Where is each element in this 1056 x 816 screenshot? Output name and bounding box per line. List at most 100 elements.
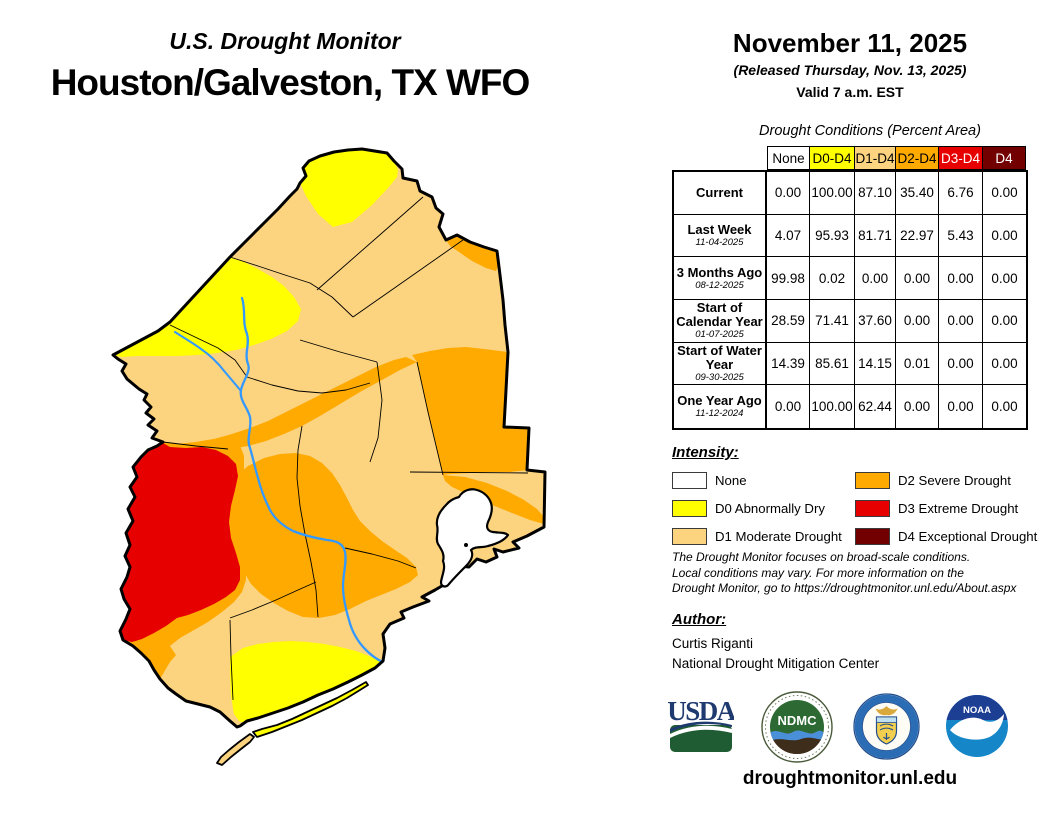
- column-header-d3d4: D3-D4: [939, 146, 983, 170]
- table-header-row: None D0-D4 D1-D4 D2-D4 D3-D4 D4: [767, 146, 1026, 170]
- legend-swatch-d1: [672, 527, 707, 545]
- table-cell: 99.98: [767, 257, 810, 300]
- disclaimer-text: The Drought Monitor focuses on broad-sca…: [672, 550, 1017, 595]
- table-cell: 14.15: [855, 342, 896, 386]
- noaa-bird: [950, 714, 1004, 740]
- table-cell: 0.00: [983, 172, 1026, 215]
- table-cell: 87.10: [855, 172, 896, 215]
- usda-logo: USDA: [668, 698, 734, 752]
- table-cell: 0.00: [983, 215, 1026, 258]
- region-title: Houston/Galveston, TX WFO: [50, 62, 531, 103]
- legend-swatch-d3: [855, 499, 890, 517]
- table-cell: 5.43: [939, 214, 983, 258]
- river-brazos: [239, 296, 385, 664]
- table-cell: 62.44: [855, 385, 896, 428]
- row-label: Last Week 11-04-2025: [674, 214, 767, 258]
- table-cell: 4.07: [767, 214, 810, 258]
- legend-swatch-d2: [855, 471, 890, 489]
- map-outline: [111, 147, 547, 729]
- table-cell: 0.00: [896, 300, 939, 343]
- table-cell: 100.00: [810, 172, 855, 215]
- galveston-island: [252, 681, 369, 738]
- legend-swatch-none: [672, 471, 707, 489]
- county-lines: [162, 196, 529, 701]
- noaa-logo: NOAA: [946, 695, 1008, 757]
- ndmc-logo: NDMC: [761, 691, 833, 763]
- d2-region-east-subband: [443, 475, 544, 524]
- column-header-d4: D4: [983, 146, 1026, 170]
- footer-url: droughtmonitor.unl.edu: [742, 768, 958, 789]
- legend-item-d0: D0 Abnormally Dry: [672, 494, 842, 522]
- table-cell: 85.61: [810, 342, 855, 386]
- row-label: Current: [674, 172, 767, 215]
- seal-anchor: [883, 733, 890, 740]
- drought-conditions-table: Current 0.00 100.00 87.10 35.40 6.76 0.0…: [672, 170, 1028, 430]
- galveston-bay: [435, 488, 510, 588]
- legend-item-d2: D2 Severe Drought: [855, 466, 1037, 494]
- table-cell: 71.41: [810, 300, 855, 343]
- legend-item-d3: D3 Extreme Drought: [855, 494, 1037, 522]
- table-cell: 0.00: [939, 342, 983, 386]
- table-cell: 0.00: [767, 172, 810, 215]
- d0-region-north: [300, 149, 398, 227]
- released-date: (Released Thursday, Nov. 13, 2025): [733, 62, 967, 78]
- follets-island: [216, 733, 255, 766]
- d2-region-northeast-wedge: [446, 235, 499, 271]
- table-cell: 0.00: [991, 399, 1018, 415]
- legend-column-1: None D0 Abnormally Dry D1 Moderate Droug…: [672, 466, 842, 550]
- table-cell: 0.00: [896, 385, 939, 428]
- table-cell: 0.00: [939, 385, 983, 428]
- column-header-d2d4: D2-D4: [896, 146, 939, 170]
- author-name: Curtis Riganti: [672, 636, 754, 651]
- table-cell: 0.00: [939, 257, 983, 300]
- column-header-none: None: [767, 146, 810, 170]
- d0-region-northwest: [113, 257, 301, 357]
- table-cell: 0.00: [983, 300, 1026, 343]
- table-cell: 0.00: [896, 257, 939, 300]
- table-cell: 0.02: [810, 257, 855, 300]
- legend-swatch-d4: [855, 527, 890, 545]
- table-cell: 35.40: [896, 172, 939, 215]
- valid-time: Valid 7 a.m. EST: [796, 84, 904, 100]
- table-cell: 37.60: [855, 300, 896, 343]
- column-header-d1d4: D1-D4: [855, 146, 896, 170]
- drought-map: [111, 147, 547, 766]
- table-cell: 0.00: [983, 343, 1026, 386]
- table-cell: 0.00: [939, 300, 983, 343]
- table-cell: 0.00: [767, 385, 810, 428]
- row-label: Start of Water Year 09-30-2025: [674, 342, 767, 386]
- table-cell: 6.76: [939, 172, 983, 215]
- d0-region-south: [230, 641, 381, 722]
- table-cell: 95.93: [810, 214, 855, 258]
- usda-logo-text: USDA: [668, 698, 734, 726]
- table-cell: 0.00: [855, 257, 896, 300]
- d2-region-south-blob: [233, 453, 418, 618]
- table-title: Drought Conditions (Percent Area): [759, 123, 981, 139]
- legend-item-none: None: [672, 466, 842, 494]
- table-cell: 22.97: [896, 214, 939, 258]
- ndmc-logo-text: NDMC: [778, 713, 818, 728]
- map-date: November 11, 2025: [732, 28, 968, 58]
- column-header-d0d4: D0-D4: [810, 146, 855, 170]
- monitor-title: U.S. Drought Monitor: [169, 28, 401, 54]
- table-cell: 28.59: [767, 300, 810, 343]
- row-label: One Year Ago 11-12-2024: [674, 385, 767, 428]
- table-cell: 0.01: [896, 342, 939, 386]
- author-heading: Author:: [672, 611, 727, 628]
- row-label: Start of Calendar Year 01-07-2025: [674, 300, 767, 343]
- table-cell: 0.00: [983, 257, 1026, 300]
- d2-region-central-band: [163, 357, 417, 452]
- table-cell: 81.71: [855, 214, 896, 258]
- d2-region-east-block: [412, 347, 529, 475]
- legend-item-d1: D1 Moderate Drought: [672, 522, 842, 550]
- table-cell: 14.39: [767, 342, 810, 386]
- bay-island-dot: [464, 543, 468, 547]
- legend-title: Intensity:: [672, 444, 739, 461]
- legend-column-2: D2 Severe Drought D3 Extreme Drought D4 …: [855, 466, 1037, 550]
- table-cell: 100.00: [810, 385, 855, 428]
- author-organization: National Drought Mitigation Center: [672, 656, 880, 671]
- commerce-seal-logo: [853, 693, 920, 760]
- legend-item-d4: D4 Exceptional Drought: [855, 522, 1037, 550]
- seal-shield: [875, 716, 898, 745]
